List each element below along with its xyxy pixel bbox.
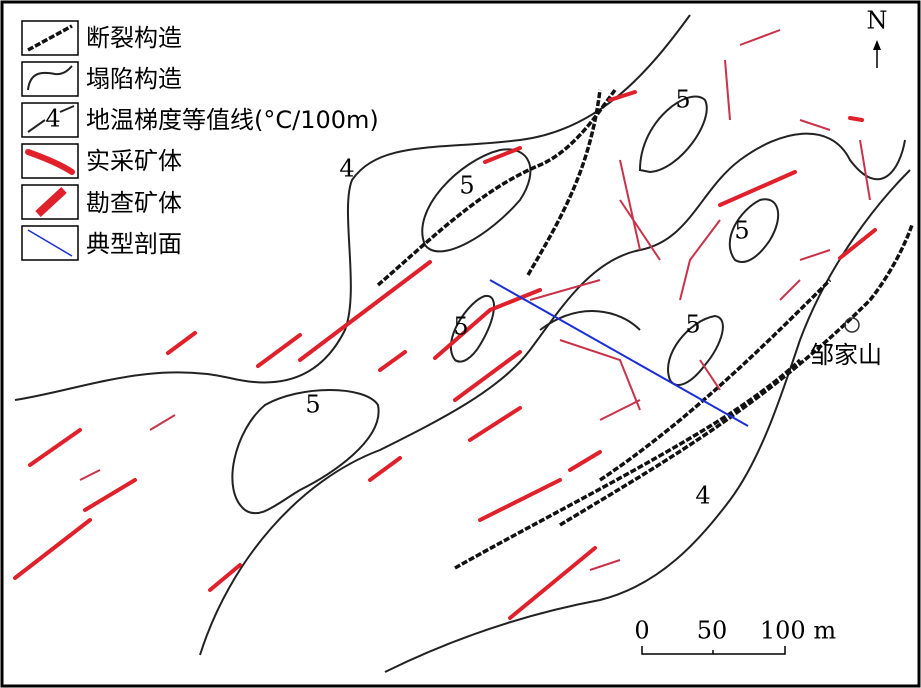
legend: 断裂构造 塌陷构造 4 地温梯度等值线(°C/100m) 实采矿体 勘查矿体 典… xyxy=(21,20,379,261)
place-label: 邹家山 xyxy=(810,341,882,369)
contour-label: 5 xyxy=(685,311,700,339)
contour-line xyxy=(384,169,911,673)
north-arrow-head xyxy=(873,40,881,50)
contour-line xyxy=(231,389,380,515)
contour-label: 5 xyxy=(734,217,749,245)
legend-box xyxy=(21,184,79,220)
legend-symbol xyxy=(27,65,73,91)
scale-label: 50 xyxy=(697,617,728,645)
legend-label: 断裂构造 xyxy=(86,24,182,52)
ore-body xyxy=(13,90,877,620)
contour-label: 4 xyxy=(339,155,354,183)
contours xyxy=(14,14,911,673)
fault-line xyxy=(559,224,914,527)
contour-line xyxy=(421,148,532,253)
legend-label: 塌陷构造 xyxy=(86,65,182,93)
legend-symbol xyxy=(25,149,75,175)
contour-line xyxy=(667,314,724,386)
legend-label: 勘查矿体 xyxy=(86,189,182,217)
ore-bodies xyxy=(13,29,877,620)
fault-line xyxy=(599,278,832,482)
contour-label: 5 xyxy=(459,172,474,200)
scale-label: 100 m xyxy=(760,617,836,645)
legend-symbol xyxy=(27,24,73,52)
section-line xyxy=(489,279,749,427)
collapse-line xyxy=(199,132,906,656)
contour-label: 5 xyxy=(675,86,690,114)
legend-symbol xyxy=(27,105,75,133)
collapse xyxy=(199,132,906,656)
legend-symbol xyxy=(27,229,73,257)
contour-label: 5 xyxy=(453,313,468,341)
legend-label: 典型剖面 xyxy=(86,230,182,258)
contour-label: 4 xyxy=(695,482,710,510)
contour-line xyxy=(14,14,691,401)
collapse-line xyxy=(539,310,641,331)
scale-bar xyxy=(641,646,786,655)
legend-symbol xyxy=(35,187,67,217)
fault-line xyxy=(454,358,802,570)
faults xyxy=(376,88,914,570)
ore-body xyxy=(79,29,871,571)
fault-line xyxy=(526,89,602,276)
legend-label: 地温梯度等值线(°C/100m) xyxy=(86,106,379,134)
contour-line xyxy=(728,198,780,263)
contour-label: 5 xyxy=(305,391,320,419)
north-label: N xyxy=(867,7,888,35)
contour-line xyxy=(638,95,708,174)
scale-label: 0 xyxy=(634,617,649,645)
legend-label: 实采矿体 xyxy=(86,147,182,175)
legend-symbol-label: 4 xyxy=(45,105,60,133)
place-marker xyxy=(844,317,860,333)
contour-line xyxy=(449,294,496,363)
